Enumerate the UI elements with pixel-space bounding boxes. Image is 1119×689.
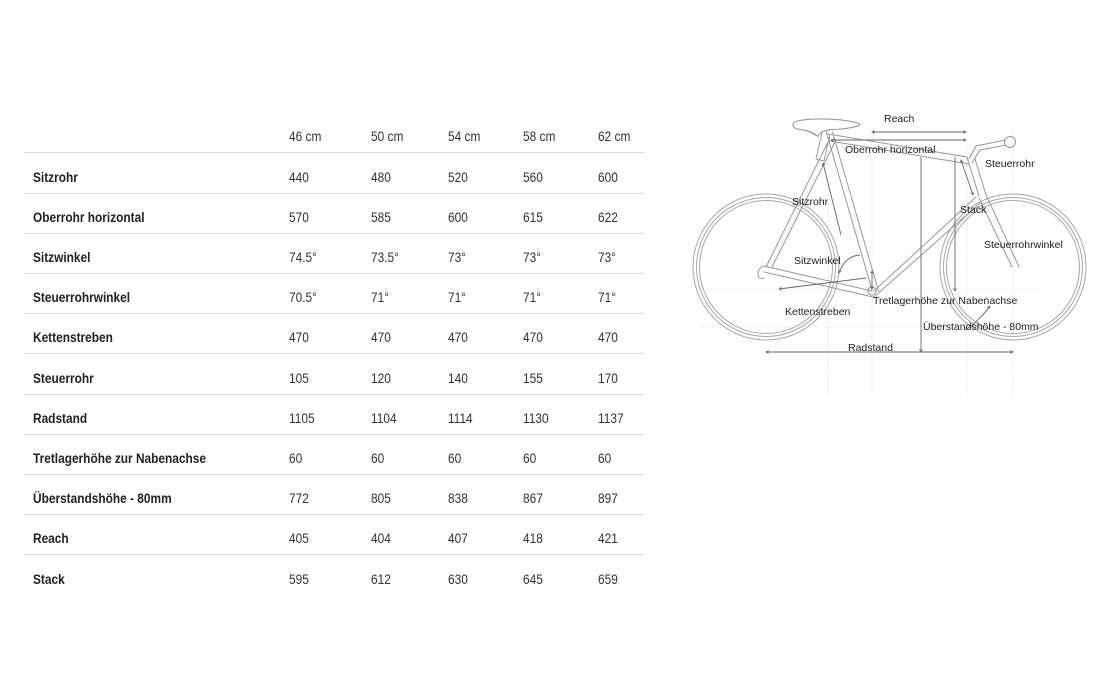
svg-text:Sitzrohr: Sitzrohr — [792, 196, 829, 208]
svg-text:Oberrohr horizontal: Oberrohr horizontal — [845, 144, 935, 156]
svg-text:Radstand: Radstand — [848, 342, 893, 354]
svg-text:Stack: Stack — [960, 204, 987, 216]
svg-text:Reach: Reach — [884, 113, 915, 125]
svg-text:Überstandshöhe - 80mm: Überstandshöhe - 80mm — [923, 321, 1039, 333]
svg-text:Steuerrohrwinkel: Steuerrohrwinkel — [984, 239, 1063, 251]
svg-text:Sitzwinkel: Sitzwinkel — [794, 255, 841, 267]
svg-text:Kettenstreben: Kettenstreben — [785, 306, 851, 318]
svg-text:Tretlagerhöhe zur Nabenachse: Tretlagerhöhe zur Nabenachse — [873, 295, 1018, 307]
svg-text:Steuerrohr: Steuerrohr — [985, 158, 1035, 170]
